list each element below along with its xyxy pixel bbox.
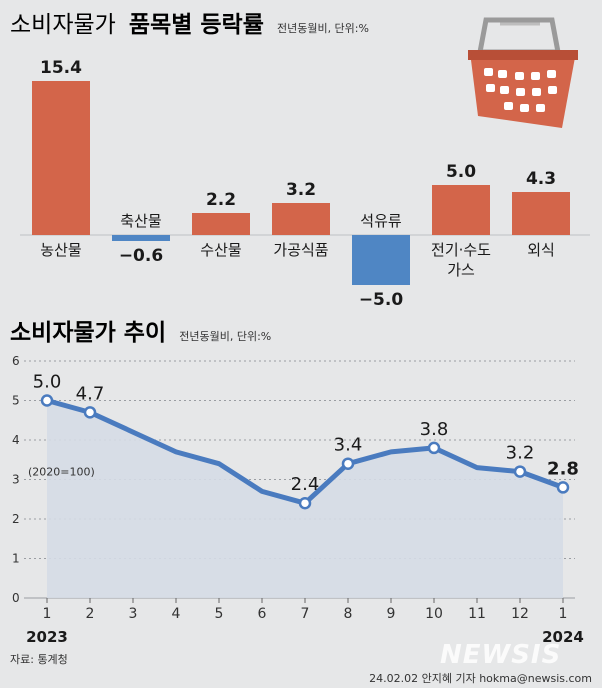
data-point-marker bbox=[556, 481, 570, 494]
y-tick-label: 1 bbox=[12, 552, 20, 566]
x-tick-label: 7 bbox=[301, 606, 310, 622]
bar-category-label: 농산물 bbox=[40, 241, 81, 259]
bar-value-label: 2.2 bbox=[206, 190, 236, 210]
data-point-label: 2.4 bbox=[291, 474, 320, 495]
x-tick-label: 1 bbox=[43, 606, 52, 622]
bar-category-label: 가스 bbox=[447, 261, 475, 279]
x-tick-label: 4 bbox=[172, 606, 181, 622]
base-year-note: (2020=100) bbox=[28, 466, 95, 479]
x-tick-label: 9 bbox=[387, 606, 396, 622]
data-point-marker bbox=[83, 406, 97, 419]
line-chart-title: 소비자물가 추이 전년동월비, 단위:% bbox=[10, 320, 271, 346]
bar-category-label: 전기·수도 bbox=[431, 241, 491, 259]
bar-value-label: 5.0 bbox=[446, 162, 476, 182]
x-tick-label: 10 bbox=[425, 606, 443, 622]
source-note: 자료: 통계청 bbox=[10, 653, 68, 666]
bar-category-label: 축산물 bbox=[120, 212, 161, 230]
bar-6 bbox=[512, 192, 570, 235]
bar-value-label: 15.4 bbox=[40, 58, 82, 78]
bar-5 bbox=[432, 185, 490, 235]
credit-line: 24.02.02 안지혜 기자 hokma@newsis.com bbox=[369, 672, 592, 685]
bar-value-label: 4.3 bbox=[526, 169, 556, 189]
bar-chart: 15.4 농산물 축산물 −0.6 2.2 수산물 3.2 가공식품 석유류 −5.0 5.0 전기·… bbox=[20, 58, 590, 310]
data-point-label: 2.8 bbox=[547, 458, 579, 479]
bar-category-label: 가공식품 bbox=[273, 241, 328, 259]
bar-value-label: 3.2 bbox=[286, 180, 316, 200]
x-tick-label: 2 bbox=[86, 606, 95, 622]
x-tick-label: 1 bbox=[559, 606, 568, 622]
year-label: 2023 bbox=[26, 628, 68, 646]
x-tick-label: 8 bbox=[344, 606, 353, 622]
y-tick-label: 0 bbox=[12, 591, 20, 605]
bar-category-label: 석유류 bbox=[360, 212, 402, 230]
bar-3 bbox=[272, 203, 330, 235]
x-tick-label: 11 bbox=[468, 606, 486, 622]
data-point-label: 3.8 bbox=[420, 419, 449, 440]
data-point-label: 3.2 bbox=[506, 443, 535, 464]
bar-2 bbox=[192, 213, 250, 235]
data-point-marker bbox=[298, 496, 312, 510]
data-point-marker bbox=[427, 441, 441, 455]
x-tick-label: 3 bbox=[129, 606, 138, 622]
y-tick-label: 3 bbox=[12, 473, 20, 487]
bar-value-label: −0.6 bbox=[119, 246, 163, 266]
data-point-label: 4.7 bbox=[76, 383, 105, 404]
x-tick-label: 6 bbox=[258, 606, 267, 622]
newsis-logo: NEWSIS bbox=[440, 640, 561, 670]
y-tick-label: 5 bbox=[12, 394, 20, 408]
data-point-label: 3.4 bbox=[334, 435, 363, 456]
bar-1 bbox=[112, 235, 170, 241]
y-tick-label: 4 bbox=[12, 433, 20, 447]
data-point-marker bbox=[40, 394, 54, 407]
bar-chart-title: 소비자물가 품목별 등락률 전년동월비, 단위:% bbox=[10, 12, 369, 38]
x-tick-label: 5 bbox=[215, 606, 224, 622]
bar-category-label: 외식 bbox=[527, 241, 555, 259]
bar-4 bbox=[352, 235, 410, 285]
bar-category-label: 수산물 bbox=[200, 241, 241, 259]
bar-value-label: −5.0 bbox=[359, 290, 404, 310]
shopping-basket-icon bbox=[468, 17, 578, 128]
y-tick-label: 2 bbox=[12, 512, 20, 526]
bar-0 bbox=[32, 81, 90, 235]
x-tick-label: 12 bbox=[511, 606, 529, 622]
data-point-marker bbox=[513, 465, 527, 478]
data-point-label: 5.0 bbox=[33, 372, 62, 393]
year-label: 2024 bbox=[542, 628, 584, 646]
y-tick-label: 6 bbox=[12, 354, 20, 368]
data-point-marker bbox=[341, 457, 355, 470]
